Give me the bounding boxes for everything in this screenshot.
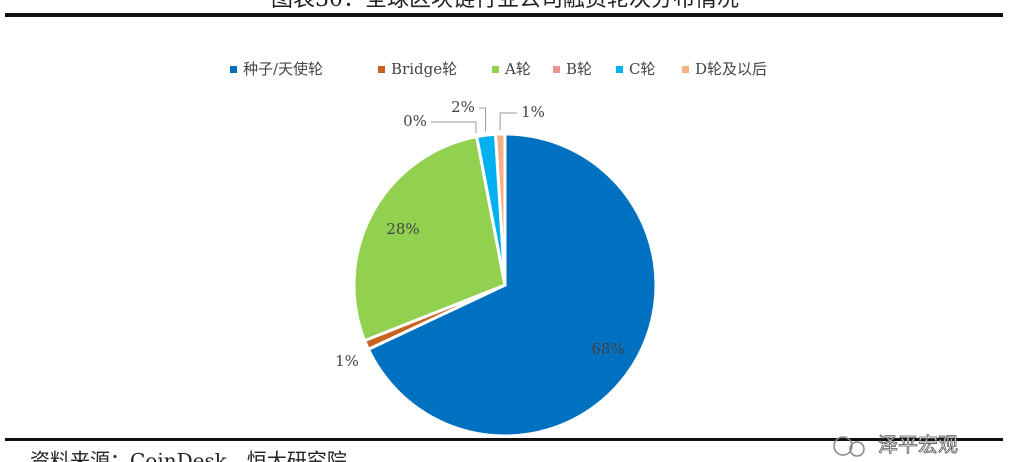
pie-slice	[493, 132, 507, 286]
chart-title: 图表30：全球区块链行业公司融资轮次分布情况	[271, 0, 739, 12]
data-label: 2%	[451, 98, 475, 116]
data-label: 1%	[521, 103, 545, 121]
legend-swatch	[492, 66, 499, 73]
data-label: 28%	[386, 220, 419, 238]
legend-label: Bridge轮	[391, 60, 457, 78]
data-label: 1%	[335, 352, 359, 370]
data-label: 68%	[591, 340, 624, 358]
source-note: 资料来源：CoinDesk，恒大研究院	[30, 449, 347, 462]
legend-swatch	[682, 66, 689, 73]
pie: 68% 1% 28% 0% 2% 1%	[335, 98, 658, 438]
leader-line	[431, 121, 477, 133]
legend-swatch	[553, 66, 560, 73]
legend-label: C轮	[629, 60, 655, 78]
legend: 种子/天使轮 Bridge轮 A轮 B轮 C轮 D轮及以后	[230, 60, 767, 78]
pie-slice	[366, 132, 658, 438]
watermark-icon	[833, 436, 853, 456]
legend-swatch	[616, 66, 623, 73]
legend-label: A轮	[504, 60, 531, 78]
legend-label: 种子/天使轮	[243, 60, 323, 78]
bottom-rule	[5, 438, 1003, 441]
legend-label: B轮	[566, 60, 592, 78]
leader-line	[479, 107, 487, 132]
legend-swatch	[230, 66, 237, 73]
legend-label: D轮及以后	[695, 60, 767, 78]
watermark-text: 泽平宏观	[878, 433, 958, 457]
watermark: 泽平宏观	[833, 432, 958, 457]
top-rule	[5, 13, 1003, 17]
pie-slice	[352, 134, 507, 343]
leader-line	[499, 112, 517, 131]
watermark-icon	[849, 441, 865, 457]
data-label: 0%	[403, 112, 427, 130]
legend-swatch	[378, 66, 385, 73]
